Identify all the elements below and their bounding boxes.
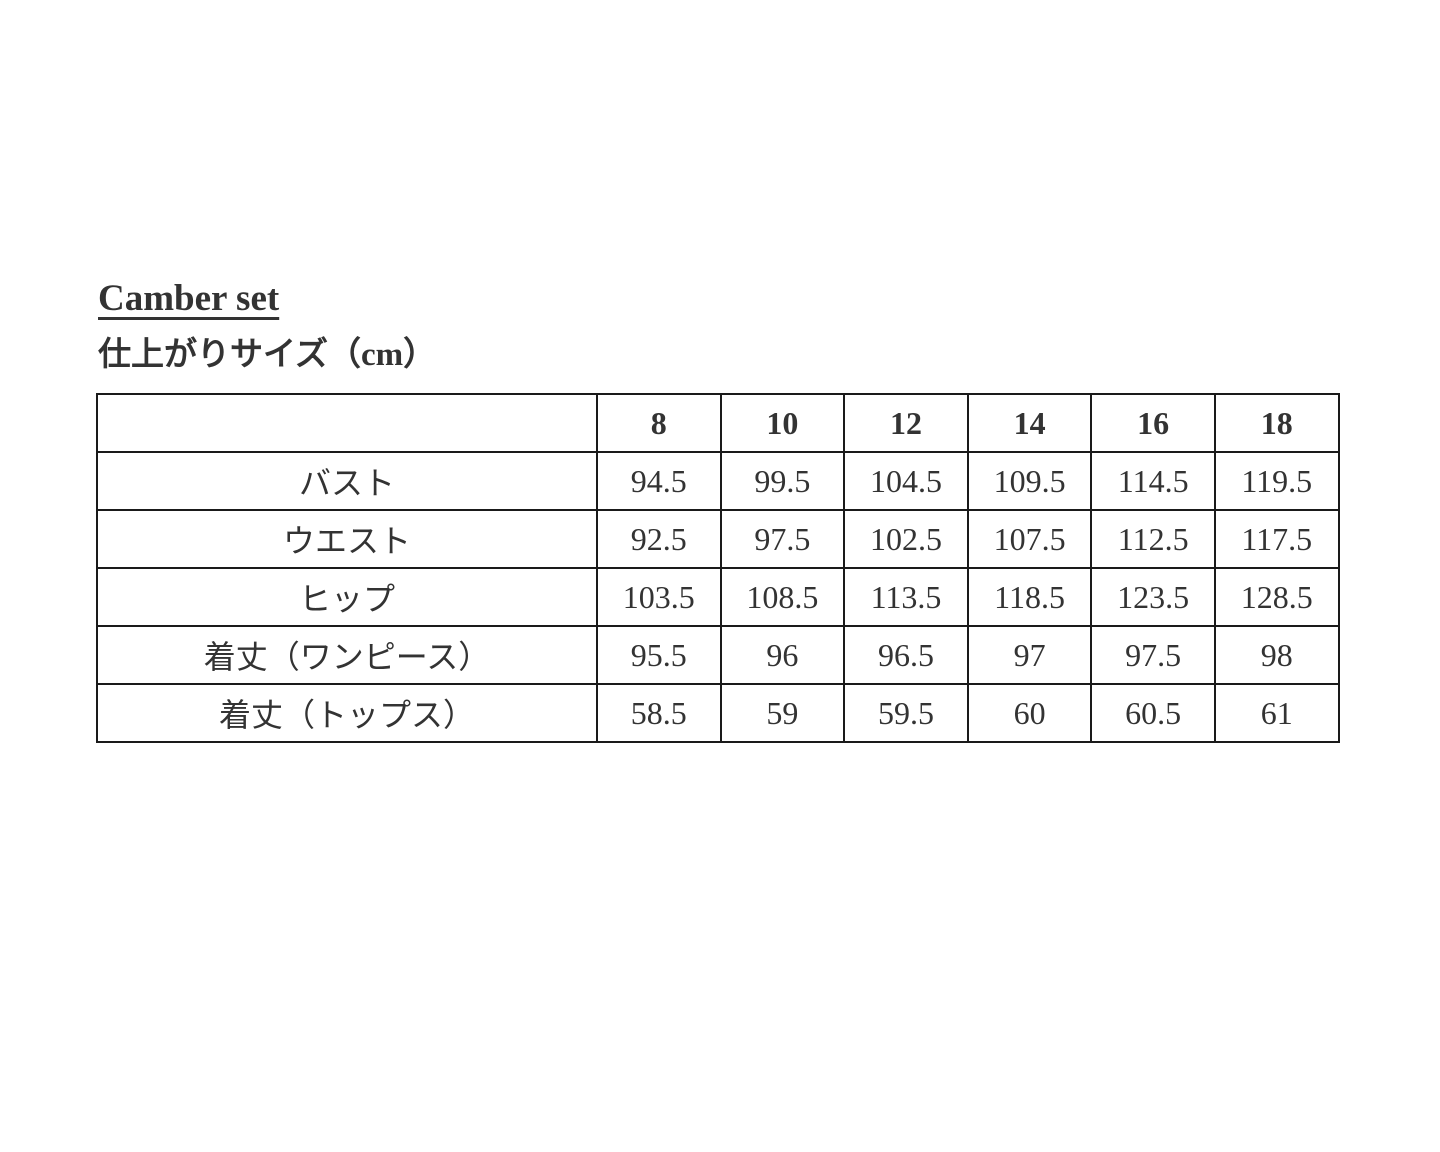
table-cell: 114.5: [1090, 451, 1216, 512]
table-cell: 118.5: [966, 567, 1093, 628]
table-cell: 128.5: [1213, 567, 1340, 628]
table-row-waist: ウエスト 92.5 97.5 102.5 107.5 112.5 117.5: [96, 509, 1340, 570]
row-label: ヒップ: [96, 567, 598, 628]
row-label: バスト: [96, 451, 598, 512]
table-cell: 99.5: [719, 451, 846, 512]
table-cell: 96: [719, 625, 846, 686]
row-label: 着丈（ワンピース）: [96, 625, 598, 686]
header-cell-size-14: 14: [966, 393, 1093, 454]
table-cell: 97.5: [719, 509, 846, 570]
table-cell: 108.5: [719, 567, 846, 628]
table-cell: 95.5: [596, 625, 722, 686]
header-cell-size-10: 10: [719, 393, 846, 454]
table-row-bust: バスト 94.5 99.5 104.5 109.5 114.5 119.5: [96, 451, 1340, 512]
table-cell: 97.5: [1090, 625, 1216, 686]
table-cell: 94.5: [596, 451, 722, 512]
table-cell: 123.5: [1090, 567, 1216, 628]
header-cell-size-16: 16: [1090, 393, 1216, 454]
table-cell: 119.5: [1213, 451, 1340, 512]
header-cell-empty: [96, 393, 598, 454]
table-cell: 60.5: [1090, 683, 1216, 744]
table-row-hip: ヒップ 103.5 108.5 113.5 118.5 123.5 128.5: [96, 567, 1340, 628]
page-title: Camber set: [98, 278, 280, 319]
table-cell: 117.5: [1213, 509, 1340, 570]
table-cell: 58.5: [596, 683, 722, 744]
header-cell-size-18: 18: [1213, 393, 1340, 454]
table-header-row: 8 10 12 14 16 18: [96, 393, 1340, 454]
table-cell: 107.5: [966, 509, 1093, 570]
table-row-length-tops: 着丈（トップス） 58.5 59 59.5 60 60.5 61: [96, 683, 1340, 744]
table-cell: 97: [966, 625, 1093, 686]
table-cell: 102.5: [843, 509, 969, 570]
table-cell: 104.5: [843, 451, 969, 512]
page-subtitle: 仕上がりサイズ（cm）: [98, 337, 437, 373]
table-cell: 96.5: [843, 625, 969, 686]
table-cell: 98: [1213, 625, 1340, 686]
table-cell: 92.5: [596, 509, 722, 570]
table-cell: 61: [1213, 683, 1340, 744]
header-cell-size-8: 8: [596, 393, 722, 454]
size-table: 8 10 12 14 16 18 バスト 94.5 99.5 104.5 109…: [96, 393, 1340, 744]
table-cell: 109.5: [966, 451, 1093, 512]
header-cell-size-12: 12: [843, 393, 969, 454]
size-chart-page: Camber set 仕上がりサイズ（cm） 8 10 12 14 16 18 …: [96, 278, 1340, 744]
table-cell: 60: [966, 683, 1093, 744]
table-cell: 112.5: [1090, 509, 1216, 570]
row-label: ウエスト: [96, 509, 598, 570]
table-cell: 103.5: [596, 567, 722, 628]
row-label: 着丈（トップス）: [96, 683, 598, 744]
table-cell: 59.5: [843, 683, 969, 744]
table-cell: 113.5: [843, 567, 969, 628]
table-row-length-onepiece: 着丈（ワンピース） 95.5 96 96.5 97 97.5 98: [96, 625, 1340, 686]
table-cell: 59: [719, 683, 846, 744]
